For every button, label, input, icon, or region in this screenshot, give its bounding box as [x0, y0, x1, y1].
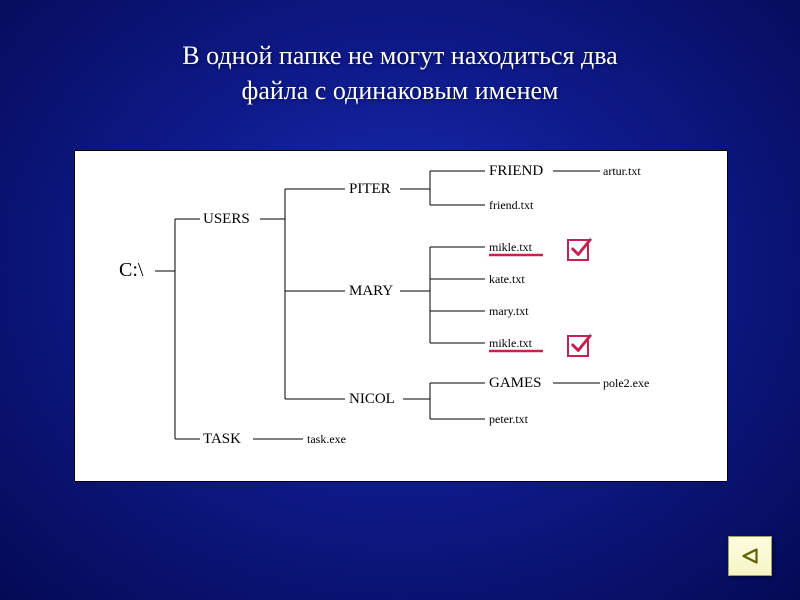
file-pole2: pole2.exe: [603, 376, 649, 391]
check-icon: [567, 335, 589, 357]
diagram-panel: C:\ USERS TASK task.exe PITER MARY NICOL…: [74, 150, 728, 482]
file-mikle2: mikle.txt: [489, 336, 532, 351]
check-icon: [567, 239, 589, 261]
node-users: USERS: [203, 211, 250, 228]
file-peter: peter.txt: [489, 412, 528, 427]
file-artur-txt: artur.txt: [603, 164, 641, 179]
slide-title: В одной папке не могут находиться два фа…: [0, 0, 800, 108]
node-mary: MARY: [349, 283, 393, 300]
file-kate: kate.txt: [489, 272, 525, 287]
node-games: GAMES: [489, 375, 542, 392]
node-root: C:\: [119, 259, 143, 282]
node-friend: FRIEND: [489, 163, 543, 180]
nav-back-button[interactable]: [728, 536, 772, 576]
title-line-1: В одной папке не могут находиться два: [182, 41, 617, 70]
title-line-2: файла с одинаковым именем: [241, 76, 558, 105]
node-nicol: NICOL: [349, 391, 395, 408]
node-task: TASK: [203, 431, 241, 448]
file-mary: mary.txt: [489, 304, 529, 319]
file-mikle1: mikle.txt: [489, 240, 532, 255]
node-piter: PITER: [349, 181, 391, 198]
file-friend-txt: friend.txt: [489, 198, 533, 213]
arrow-left-icon: [737, 543, 763, 569]
file-task-exe: task.exe: [307, 432, 346, 447]
tree-connectors: [75, 151, 727, 481]
